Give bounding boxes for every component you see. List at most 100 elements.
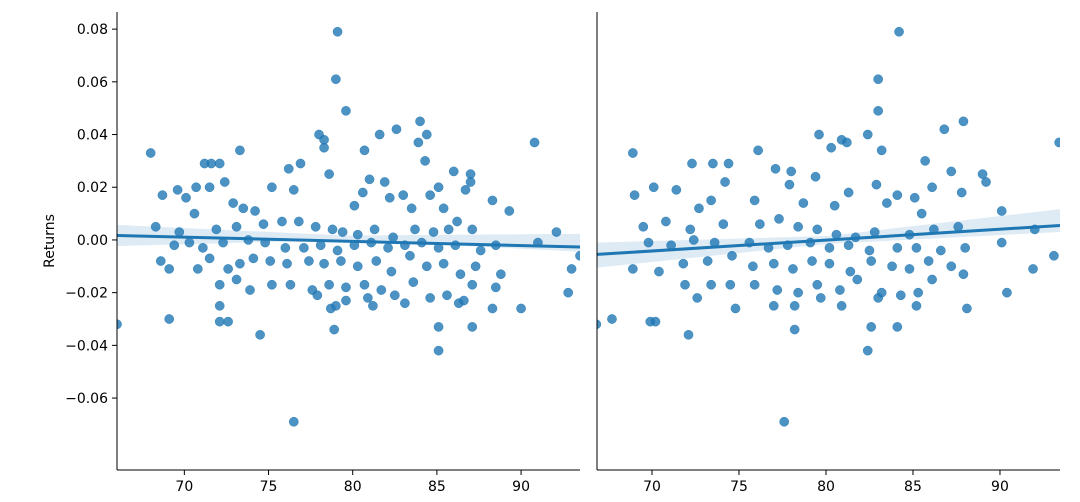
data-point — [231, 221, 242, 232]
data-point — [211, 224, 222, 235]
data-point — [654, 266, 664, 277]
data-point — [204, 182, 215, 193]
data-point — [876, 145, 887, 156]
data-point — [916, 208, 927, 219]
data-point — [793, 287, 803, 298]
data-point — [725, 279, 736, 290]
data-point — [650, 316, 661, 327]
data-point — [946, 166, 957, 177]
data-point — [962, 303, 972, 314]
data-point — [341, 282, 351, 293]
y-tick-label: 0.08 — [77, 22, 108, 38]
data-point — [873, 293, 884, 303]
data-point — [836, 300, 847, 311]
y-tick-label: 0.00 — [77, 233, 108, 249]
data-point — [904, 264, 915, 274]
data-point — [680, 279, 690, 290]
data-point — [421, 129, 432, 140]
data-point — [214, 300, 225, 311]
data-point — [730, 303, 741, 314]
data-point — [939, 124, 950, 135]
data-point — [379, 177, 390, 187]
data-point — [638, 221, 649, 232]
data-point — [862, 345, 873, 356]
data-point — [529, 137, 540, 148]
x-tick-label: 85 — [904, 479, 922, 495]
data-point — [376, 285, 387, 295]
data-point — [191, 182, 201, 193]
data-point — [671, 185, 682, 195]
data-point — [490, 282, 501, 293]
data-point — [694, 203, 704, 214]
data-point — [843, 187, 854, 198]
data-point — [835, 285, 845, 295]
x-tick-label: 85 — [428, 479, 446, 495]
data-point — [911, 300, 922, 311]
data-point — [189, 208, 200, 219]
data-point — [702, 256, 713, 266]
data-point — [248, 253, 259, 264]
data-point — [433, 322, 444, 332]
data-point — [369, 224, 380, 235]
data-point — [772, 285, 783, 295]
data-point — [319, 142, 329, 153]
data-point — [927, 274, 937, 285]
data-point — [862, 129, 873, 140]
y-tick-label: 0.04 — [77, 128, 108, 144]
data-point — [231, 274, 242, 285]
y-tick-label: 0.02 — [77, 180, 108, 196]
x-tick-label: 90 — [512, 479, 530, 495]
data-point — [169, 240, 180, 251]
data-point — [981, 177, 991, 187]
data-point — [192, 264, 203, 274]
data-point — [223, 316, 233, 327]
data-point — [873, 74, 884, 85]
data-point — [150, 221, 161, 232]
data-point — [927, 182, 937, 193]
data-point — [455, 269, 466, 280]
data-point — [958, 269, 969, 280]
data-point — [467, 279, 478, 290]
data-point — [996, 206, 1007, 216]
data-point — [812, 224, 823, 235]
data-point — [443, 224, 454, 235]
data-point — [648, 182, 659, 193]
data-point — [920, 156, 931, 166]
data-point — [911, 243, 922, 253]
data-point — [496, 269, 506, 280]
data-point — [204, 253, 215, 264]
data-point — [238, 203, 249, 214]
data-point — [364, 174, 375, 185]
data-point — [1049, 250, 1059, 261]
data-point — [467, 224, 478, 235]
data-point — [157, 190, 168, 200]
data-point — [720, 177, 730, 187]
x-tick-label: 75 — [730, 479, 748, 495]
data-point — [283, 163, 294, 174]
data-point — [996, 237, 1007, 248]
data-point — [597, 319, 602, 330]
data-point — [815, 293, 826, 303]
data-point — [1054, 137, 1060, 148]
data-point — [784, 179, 795, 190]
data-point — [842, 137, 852, 148]
data-point — [706, 279, 716, 290]
data-point — [516, 303, 526, 314]
data-point — [824, 243, 835, 253]
data-point — [341, 295, 351, 306]
data-point — [410, 224, 420, 235]
y-tick-label: −0.06 — [65, 391, 108, 407]
data-point — [864, 245, 875, 256]
data-point — [349, 200, 360, 211]
data-point — [425, 190, 436, 200]
data-point — [958, 116, 969, 127]
data-point — [400, 298, 410, 309]
data-point — [299, 243, 309, 253]
data-point — [324, 279, 334, 290]
data-point — [405, 250, 415, 261]
data-point — [718, 219, 729, 229]
data-point — [304, 256, 314, 266]
data-point — [814, 129, 824, 140]
data-point — [768, 300, 779, 311]
